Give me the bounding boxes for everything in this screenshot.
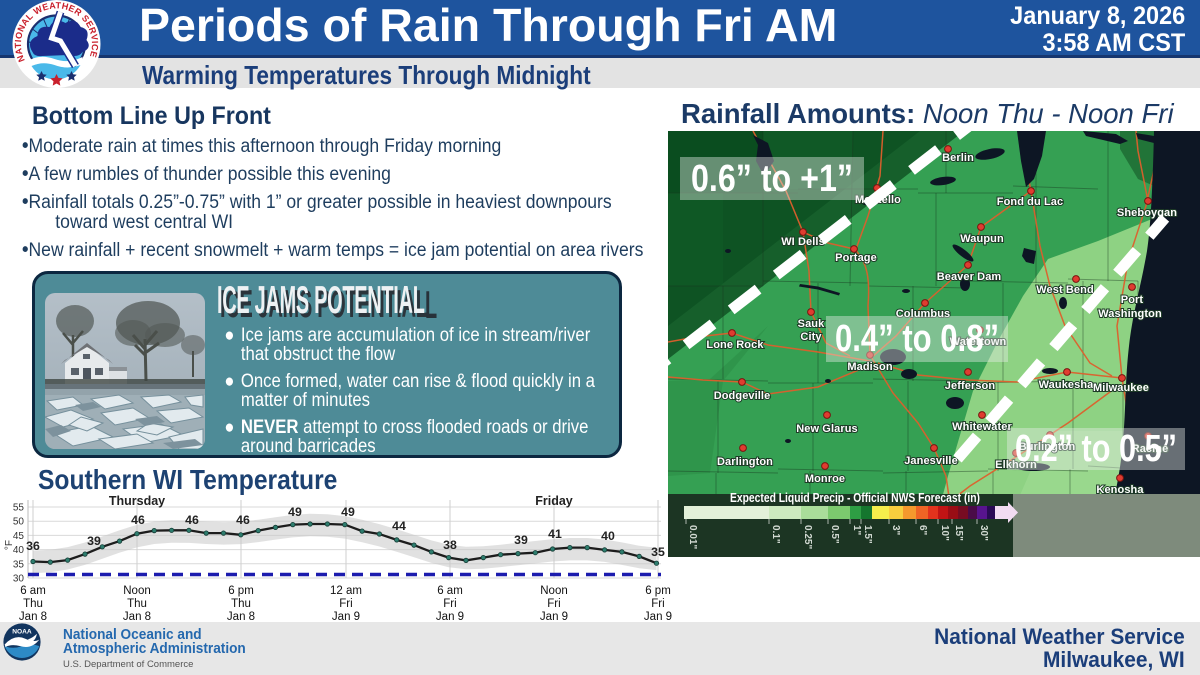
svg-text:Columbus: Columbus: [896, 308, 951, 320]
svg-text:Madison: Madison: [847, 361, 892, 373]
svg-text:Watertown: Watertown: [950, 336, 1007, 348]
svg-text:12 am: 12 am: [330, 585, 362, 597]
svg-text:6 pm: 6 pm: [228, 585, 254, 597]
svg-text:41: 41: [548, 527, 562, 541]
svg-text:Kenosha: Kenosha: [1096, 484, 1144, 496]
svg-text:Sheboygan: Sheboygan: [1117, 207, 1177, 219]
svg-text:30": 30": [978, 525, 989, 541]
svg-text:36: 36: [26, 539, 40, 553]
svg-text:Fond du Lac: Fond du Lac: [997, 196, 1063, 208]
svg-text:6 pm: 6 pm: [645, 585, 671, 597]
svg-text:Darlington: Darlington: [717, 456, 773, 468]
svg-text:6": 6": [917, 525, 928, 536]
svg-text:Jan 8: Jan 8: [19, 611, 47, 623]
svg-text:1.5": 1.5": [862, 525, 873, 544]
svg-text:46: 46: [236, 513, 250, 527]
svg-text:46: 46: [185, 513, 199, 527]
svg-text:Noon: Noon: [123, 585, 151, 597]
svg-text:Janesville: Janesville: [904, 455, 958, 467]
svg-text:Whitewater: Whitewater: [952, 421, 1012, 433]
svg-text:Expected Liquid Precip - Offic: Expected Liquid Precip - Official NWS Fo…: [730, 491, 980, 505]
svg-text:6 am: 6 am: [437, 585, 463, 597]
svg-text:Jefferson: Jefferson: [945, 380, 996, 392]
svg-text:0.2” to 0.5”: 0.2” to 0.5”: [1015, 428, 1177, 470]
svg-text:35: 35: [13, 559, 25, 570]
svg-text:NOAA: NOAA: [12, 628, 32, 635]
svg-text:39: 39: [514, 533, 528, 547]
svg-text:Fri: Fri: [443, 598, 456, 610]
svg-text:6 am: 6 am: [20, 585, 46, 597]
svg-text:Elkhorn: Elkhorn: [995, 459, 1037, 471]
svg-text:15": 15": [953, 525, 964, 541]
svg-text:Lone Rock: Lone Rock: [706, 339, 764, 351]
svg-text:40: 40: [13, 545, 25, 556]
svg-text:Burlington: Burlington: [1019, 441, 1076, 453]
svg-text:35: 35: [651, 545, 665, 559]
svg-text:39: 39: [87, 534, 101, 548]
svg-text:45: 45: [13, 531, 25, 542]
svg-text:3": 3": [890, 525, 901, 536]
svg-text:Jan 8: Jan 8: [123, 611, 151, 623]
svg-text:55: 55: [13, 503, 25, 514]
svg-text:°F: °F: [4, 540, 15, 550]
svg-text:City: City: [800, 331, 822, 343]
svg-text:30: 30: [13, 574, 25, 585]
svg-text:Portage: Portage: [835, 252, 877, 264]
svg-text:Fri: Fri: [547, 598, 560, 610]
svg-text:Jan 9: Jan 9: [332, 611, 360, 623]
svg-text:WI Dells: WI Dells: [781, 236, 825, 248]
svg-text:Fri: Fri: [651, 598, 664, 610]
svg-text:Thursday: Thursday: [109, 494, 165, 508]
svg-text:Thu: Thu: [127, 598, 147, 610]
svg-text:0.1": 0.1": [770, 525, 781, 544]
svg-text:40: 40: [601, 529, 615, 543]
svg-text:Dodgeville: Dodgeville: [714, 390, 771, 402]
svg-text:49: 49: [288, 505, 302, 519]
svg-text:44: 44: [392, 519, 406, 533]
svg-text:50: 50: [13, 517, 25, 528]
svg-text:Thu: Thu: [23, 598, 43, 610]
svg-text:0.4” to 0.8”: 0.4” to 0.8”: [835, 318, 999, 360]
svg-text:Berlin: Berlin: [942, 152, 974, 164]
svg-text:0.01": 0.01": [687, 525, 698, 549]
svg-text:0.25": 0.25": [802, 525, 813, 549]
svg-text:Milwaukee: Milwaukee: [1093, 382, 1149, 394]
svg-text:Waupun: Waupun: [960, 233, 1004, 245]
svg-text:Friday: Friday: [535, 494, 573, 508]
svg-text:Noon: Noon: [540, 585, 568, 597]
svg-text:Jan 9: Jan 9: [644, 611, 672, 623]
svg-text:West Bend: West Bend: [1036, 284, 1094, 296]
svg-text:Port: Port: [1121, 294, 1144, 306]
svg-text:Beaver Dam: Beaver Dam: [937, 271, 1002, 283]
svg-text:Jan 9: Jan 9: [436, 611, 464, 623]
svg-text:Monroe: Monroe: [805, 473, 845, 485]
svg-text:Sauk: Sauk: [798, 318, 825, 330]
svg-text:1": 1": [851, 525, 862, 536]
svg-text:38: 38: [443, 538, 457, 552]
svg-text:New Glarus: New Glarus: [796, 423, 858, 435]
svg-text:Thu: Thu: [231, 598, 251, 610]
svg-text:Waukesha: Waukesha: [1039, 379, 1095, 391]
svg-text:46: 46: [131, 513, 145, 527]
svg-text:Washington: Washington: [1098, 308, 1162, 320]
svg-text:49: 49: [341, 505, 355, 519]
svg-text:Racine: Racine: [1132, 443, 1169, 455]
svg-text:Fri: Fri: [339, 598, 352, 610]
svg-text:Jan 8: Jan 8: [227, 611, 255, 623]
svg-text:10": 10": [939, 525, 950, 541]
svg-text:0.6” to +1”: 0.6” to +1”: [691, 158, 853, 200]
svg-text:0.5": 0.5": [829, 525, 840, 544]
svg-text:Jan 9: Jan 9: [540, 611, 568, 623]
